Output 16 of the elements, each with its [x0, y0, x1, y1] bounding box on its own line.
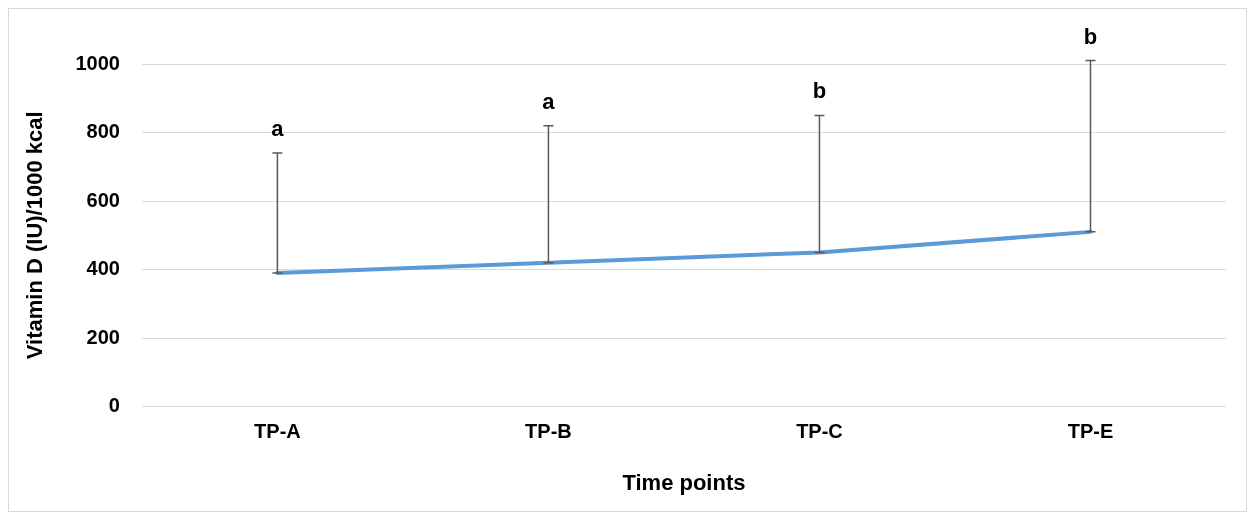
annotation: b: [1083, 23, 1098, 49]
y-tick-label: 400: [86, 257, 120, 280]
y-tick-label: 200: [86, 325, 120, 348]
x-tick-label: TP-B: [525, 420, 572, 443]
annotation: a: [542, 88, 556, 114]
x-tick-label: TP-A: [254, 420, 301, 443]
y-tick-label: 800: [86, 120, 120, 143]
x-tick-label: TP-C: [796, 420, 843, 443]
y-tick-label: 1000: [75, 51, 120, 74]
annotation: a: [271, 116, 285, 142]
y-tick-label: 0: [108, 394, 120, 417]
y-tick-label: 600: [86, 188, 120, 211]
x-axis-title: Time points: [622, 469, 746, 495]
annotation: b: [812, 78, 827, 104]
y-axis-title: Vitamin D (IU)/1000 kcal: [22, 111, 48, 360]
x-tick-label: TP-E: [1067, 420, 1114, 443]
